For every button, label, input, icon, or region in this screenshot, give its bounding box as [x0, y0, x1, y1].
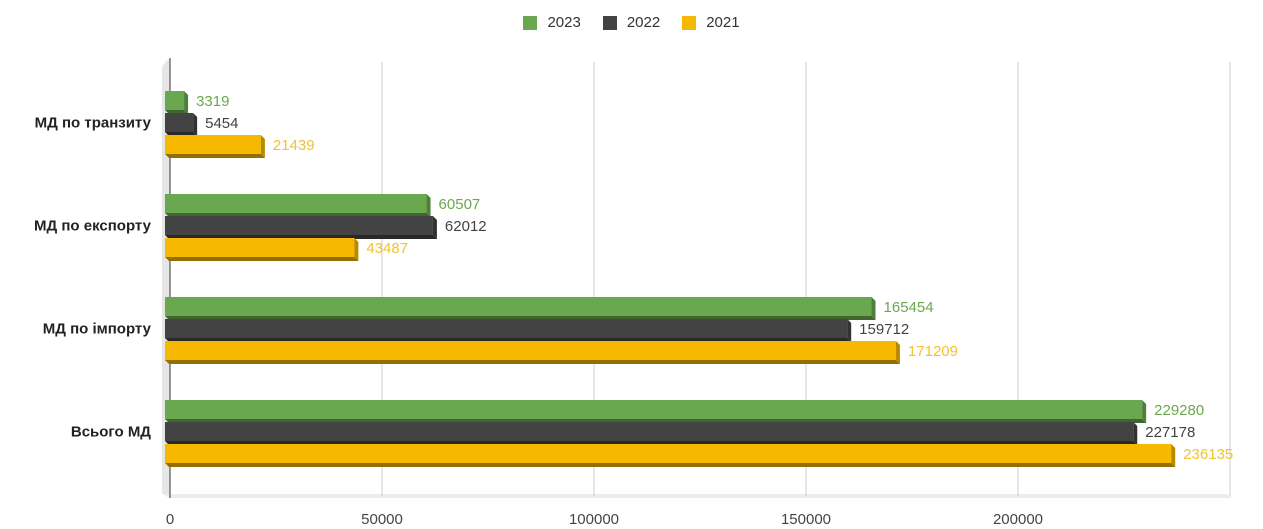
- legend-label: 2023: [547, 14, 581, 31]
- bar-2023: [165, 91, 185, 110]
- category-label: МД по транзиту: [35, 115, 152, 132]
- bar-2022: [165, 422, 1134, 441]
- bar-side: [1142, 400, 1147, 423]
- plot-floor: [162, 494, 1233, 498]
- legend: 2023 2022 2021: [0, 14, 1263, 31]
- bar-2021: [165, 238, 355, 257]
- bar-2021: [165, 444, 1172, 463]
- legend-label: 2022: [626, 14, 661, 31]
- data-label: 159712: [859, 321, 909, 338]
- bar-2023: [165, 297, 872, 316]
- bar-side: [1133, 422, 1138, 445]
- bar-2021: [165, 341, 896, 360]
- bar-side: [1171, 444, 1176, 467]
- x-tick-label: 0: [166, 511, 174, 528]
- data-label: 229280: [1154, 402, 1204, 419]
- data-label: 62012: [445, 218, 487, 235]
- bar-side: [432, 216, 437, 239]
- x-tick-label: 50000: [361, 511, 403, 528]
- bar-base: [165, 463, 1176, 467]
- legend-swatch: [682, 15, 697, 30]
- bar-base: [165, 154, 265, 158]
- data-label: 3319: [196, 93, 229, 110]
- legend-item-2023: 2023: [523, 14, 581, 31]
- legend-label: 2021: [706, 14, 740, 31]
- bar-side: [847, 319, 852, 342]
- bar-2023: [165, 194, 427, 213]
- bar-side: [895, 341, 900, 364]
- x-tick-label: 200000: [993, 511, 1043, 528]
- bar-side: [193, 113, 198, 136]
- x-tick-label: 150000: [781, 511, 831, 528]
- bar-2022: [165, 319, 848, 338]
- data-label: 165454: [884, 299, 934, 316]
- data-label: 60507: [439, 196, 481, 213]
- bar-side: [260, 135, 265, 158]
- data-label: 5454: [205, 115, 238, 132]
- data-label: 236135: [1183, 446, 1233, 463]
- category-label: МД по експорту: [34, 218, 152, 235]
- bar-side: [871, 297, 876, 320]
- data-label: 227178: [1145, 424, 1195, 441]
- bar-2022: [165, 216, 433, 235]
- legend-swatch: [602, 15, 617, 30]
- bar-2023: [165, 400, 1143, 419]
- bar-2021: [165, 135, 261, 154]
- legend-item-2021: 2021: [682, 14, 740, 31]
- legend-swatch: [523, 15, 538, 30]
- data-label: 171209: [908, 343, 958, 360]
- category-label: Всього МД: [71, 424, 151, 441]
- bar-side: [426, 194, 431, 217]
- data-label: 21439: [273, 137, 315, 154]
- bar-2022: [165, 113, 194, 132]
- bar-base: [165, 360, 900, 364]
- x-tick-label: 100000: [569, 511, 619, 528]
- category-label: МД по імпорту: [43, 321, 152, 338]
- plot-wall: [162, 58, 170, 498]
- bar-base: [165, 257, 359, 261]
- legend-item-2022: 2022: [602, 14, 661, 31]
- bar-side: [354, 238, 359, 261]
- data-label: 43487: [366, 240, 408, 257]
- bar-side: [184, 91, 189, 114]
